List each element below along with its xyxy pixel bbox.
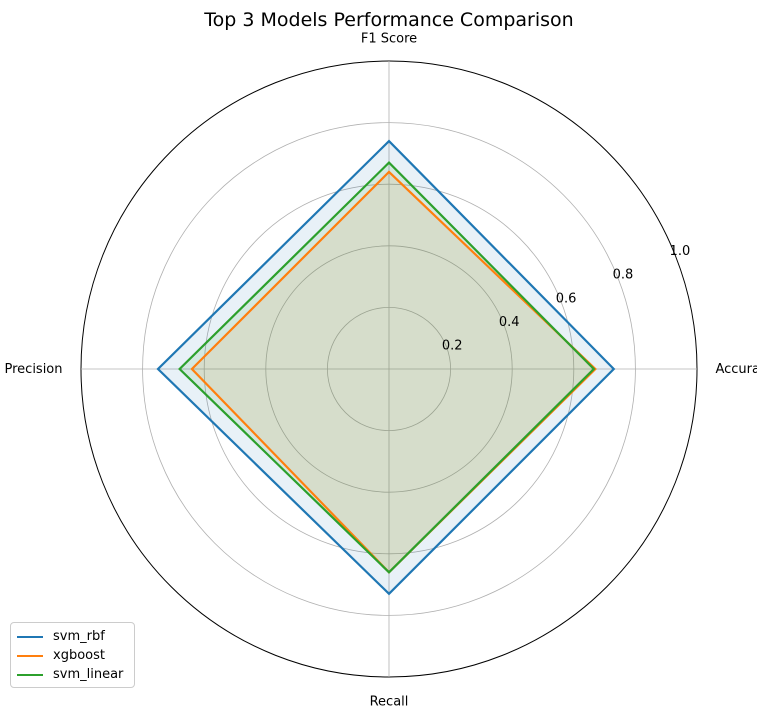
series-line-svm-rbf: [156, 139, 616, 596]
radar-labels: Accuracy F1 Score Precision Recall 0.2 0.4 0.6…: [5, 32, 757, 710]
legend-item-svm-linear: svm_linear: [17, 665, 128, 684]
r-tick-label: 0.4: [499, 315, 520, 330]
legend-label-svm-linear: svm_linear: [53, 667, 124, 682]
legend-swatch-svm-linear: [17, 673, 43, 676]
legend-label-xgboost: xgboost: [53, 648, 105, 663]
series-line-svm-linear: [178, 161, 596, 574]
axis-label-recall: Recall: [370, 694, 409, 709]
axis-label-accuracy: Accuracy: [715, 362, 757, 377]
legend-item-xgboost: xgboost: [17, 646, 128, 665]
chart-title: Top 3 Models Performance Comparison: [203, 9, 573, 31]
axis-label-f1-score: F1 Score: [361, 32, 417, 47]
r-tick-label: 0.8: [613, 268, 634, 283]
legend-label-svm-rbf: svm_rbf: [53, 629, 105, 644]
r-tick-label: 0.6: [556, 291, 577, 306]
legend: svm_rbf xgboost svm_linear: [10, 622, 135, 688]
legend-swatch-xgboost: [17, 654, 43, 657]
radar-grid: [80, 60, 698, 678]
axis-label-precision: Precision: [5, 362, 63, 377]
legend-swatch-svm-rbf: [17, 635, 43, 638]
r-tick-label: 1.0: [670, 244, 691, 259]
legend-item-svm-rbf: svm_rbf: [17, 627, 128, 646]
radar-series: [156, 139, 616, 596]
series-fill-svm-linear: [179, 162, 594, 573]
r-tick-label: 0.2: [442, 338, 463, 353]
